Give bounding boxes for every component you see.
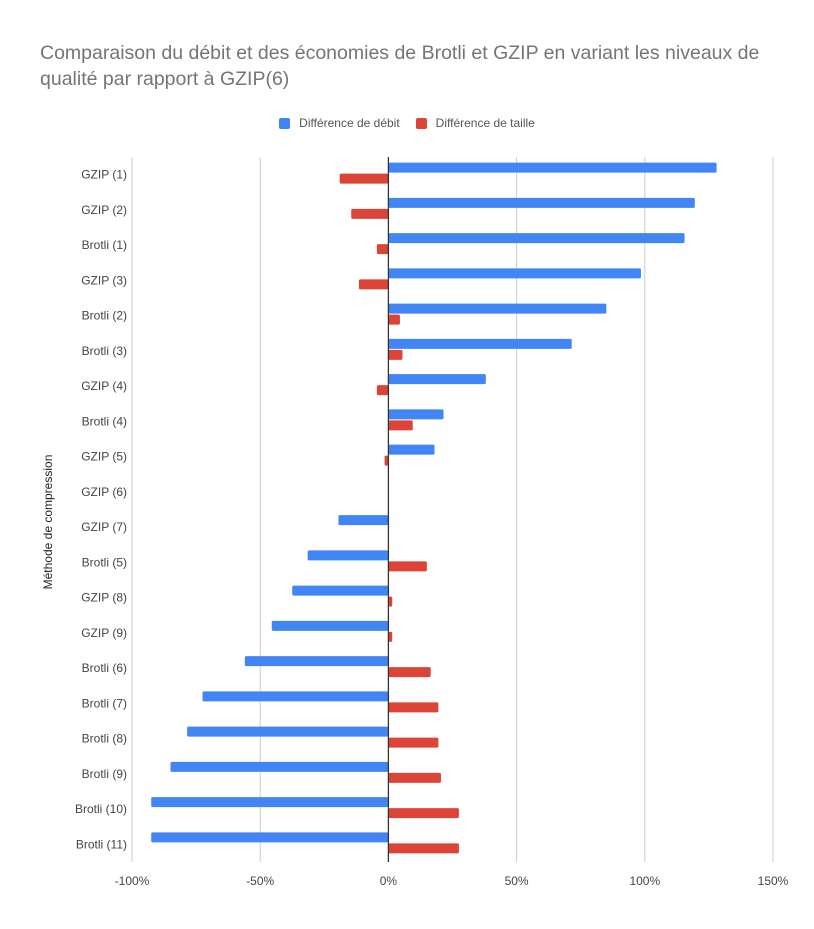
bar-taille — [388, 737, 439, 748]
bar-taille — [388, 843, 459, 854]
bar-taille — [388, 772, 441, 783]
bar-taille — [388, 561, 427, 572]
bar-debit — [388, 409, 444, 420]
x-tick-label: 0% — [380, 874, 398, 888]
legend-item-taille[interactable]: Différence de taille — [415, 116, 535, 130]
x-tick-label: 150% — [758, 874, 789, 888]
y-tick-label: Brotli (6) — [82, 661, 127, 675]
bar-taille — [388, 702, 439, 713]
bar-taille — [388, 808, 459, 819]
bar-debit — [388, 374, 486, 385]
bar-taille — [388, 420, 413, 431]
bar-debit — [307, 550, 389, 561]
y-tick-label: Brotli (5) — [82, 555, 127, 569]
y-tick-label: GZIP (2) — [81, 203, 127, 217]
chart-title: Comparaison du débit et des économies de… — [40, 42, 760, 90]
bar-taille — [376, 244, 389, 255]
bar-debit — [151, 832, 389, 843]
legend-swatch-taille — [415, 117, 427, 129]
y-tick-label: Brotli (2) — [82, 309, 127, 323]
y-tick-label: Brotli (1) — [82, 238, 127, 252]
x-tick-label: 100% — [629, 874, 660, 888]
bar-taille — [388, 667, 431, 678]
y-tick-label: GZIP (4) — [81, 379, 127, 393]
bar-taille — [351, 208, 389, 219]
legend-item-debit[interactable]: Différence de débit — [279, 116, 400, 130]
bar-debit — [388, 444, 435, 455]
legend-label: Différence de débit — [299, 116, 400, 130]
bar-taille — [388, 631, 393, 642]
bar-debit — [244, 656, 389, 667]
bar-taille — [339, 173, 389, 184]
y-tick-label: Brotli (4) — [82, 414, 127, 428]
bar-taille — [384, 455, 389, 466]
bar-taille — [388, 596, 393, 607]
bar-taille — [388, 349, 403, 360]
bar-debit — [388, 233, 685, 244]
bar-debit — [292, 585, 389, 596]
bar-debit — [388, 162, 717, 173]
y-tick-label: Brotli (11) — [76, 837, 127, 851]
bar-debit — [271, 620, 389, 631]
y-tick-label: GZIP (1) — [81, 168, 127, 182]
bar-debit — [151, 797, 389, 808]
bar-taille — [376, 385, 389, 396]
legend-label: Différence de taille — [435, 116, 535, 130]
bar-debit — [388, 303, 607, 314]
bar-debit — [170, 761, 389, 772]
y-tick-label: GZIP (3) — [81, 273, 127, 287]
x-tick-label: -50% — [246, 874, 274, 888]
bar-debit — [388, 338, 572, 349]
legend: Différence de débit Différence de taille — [0, 116, 814, 130]
y-tick-label: Brotli (10) — [75, 802, 127, 816]
bar-taille — [388, 314, 400, 325]
legend-swatch-debit — [279, 117, 291, 129]
bar-debit — [187, 726, 389, 737]
y-tick-label: GZIP (5) — [81, 450, 127, 464]
bar-debit — [202, 691, 389, 702]
y-tick-label: GZIP (7) — [81, 520, 127, 534]
y-tick-label: GZIP (9) — [81, 626, 127, 640]
y-tick-label: GZIP (6) — [81, 485, 127, 499]
y-tick-label: Brotli (9) — [82, 767, 127, 781]
bar-debit — [388, 197, 695, 208]
y-tick-label: Brotli (3) — [82, 344, 127, 358]
y-tick-label: Brotli (8) — [82, 732, 127, 746]
bar-debit — [338, 515, 389, 526]
y-tick-label: Brotli (7) — [82, 696, 127, 710]
x-tick-label: 50% — [505, 874, 529, 888]
x-tick-label: -100% — [115, 874, 150, 888]
y-tick-label: GZIP (8) — [81, 591, 127, 605]
bar-taille — [358, 279, 389, 290]
bar-debit — [388, 268, 641, 279]
